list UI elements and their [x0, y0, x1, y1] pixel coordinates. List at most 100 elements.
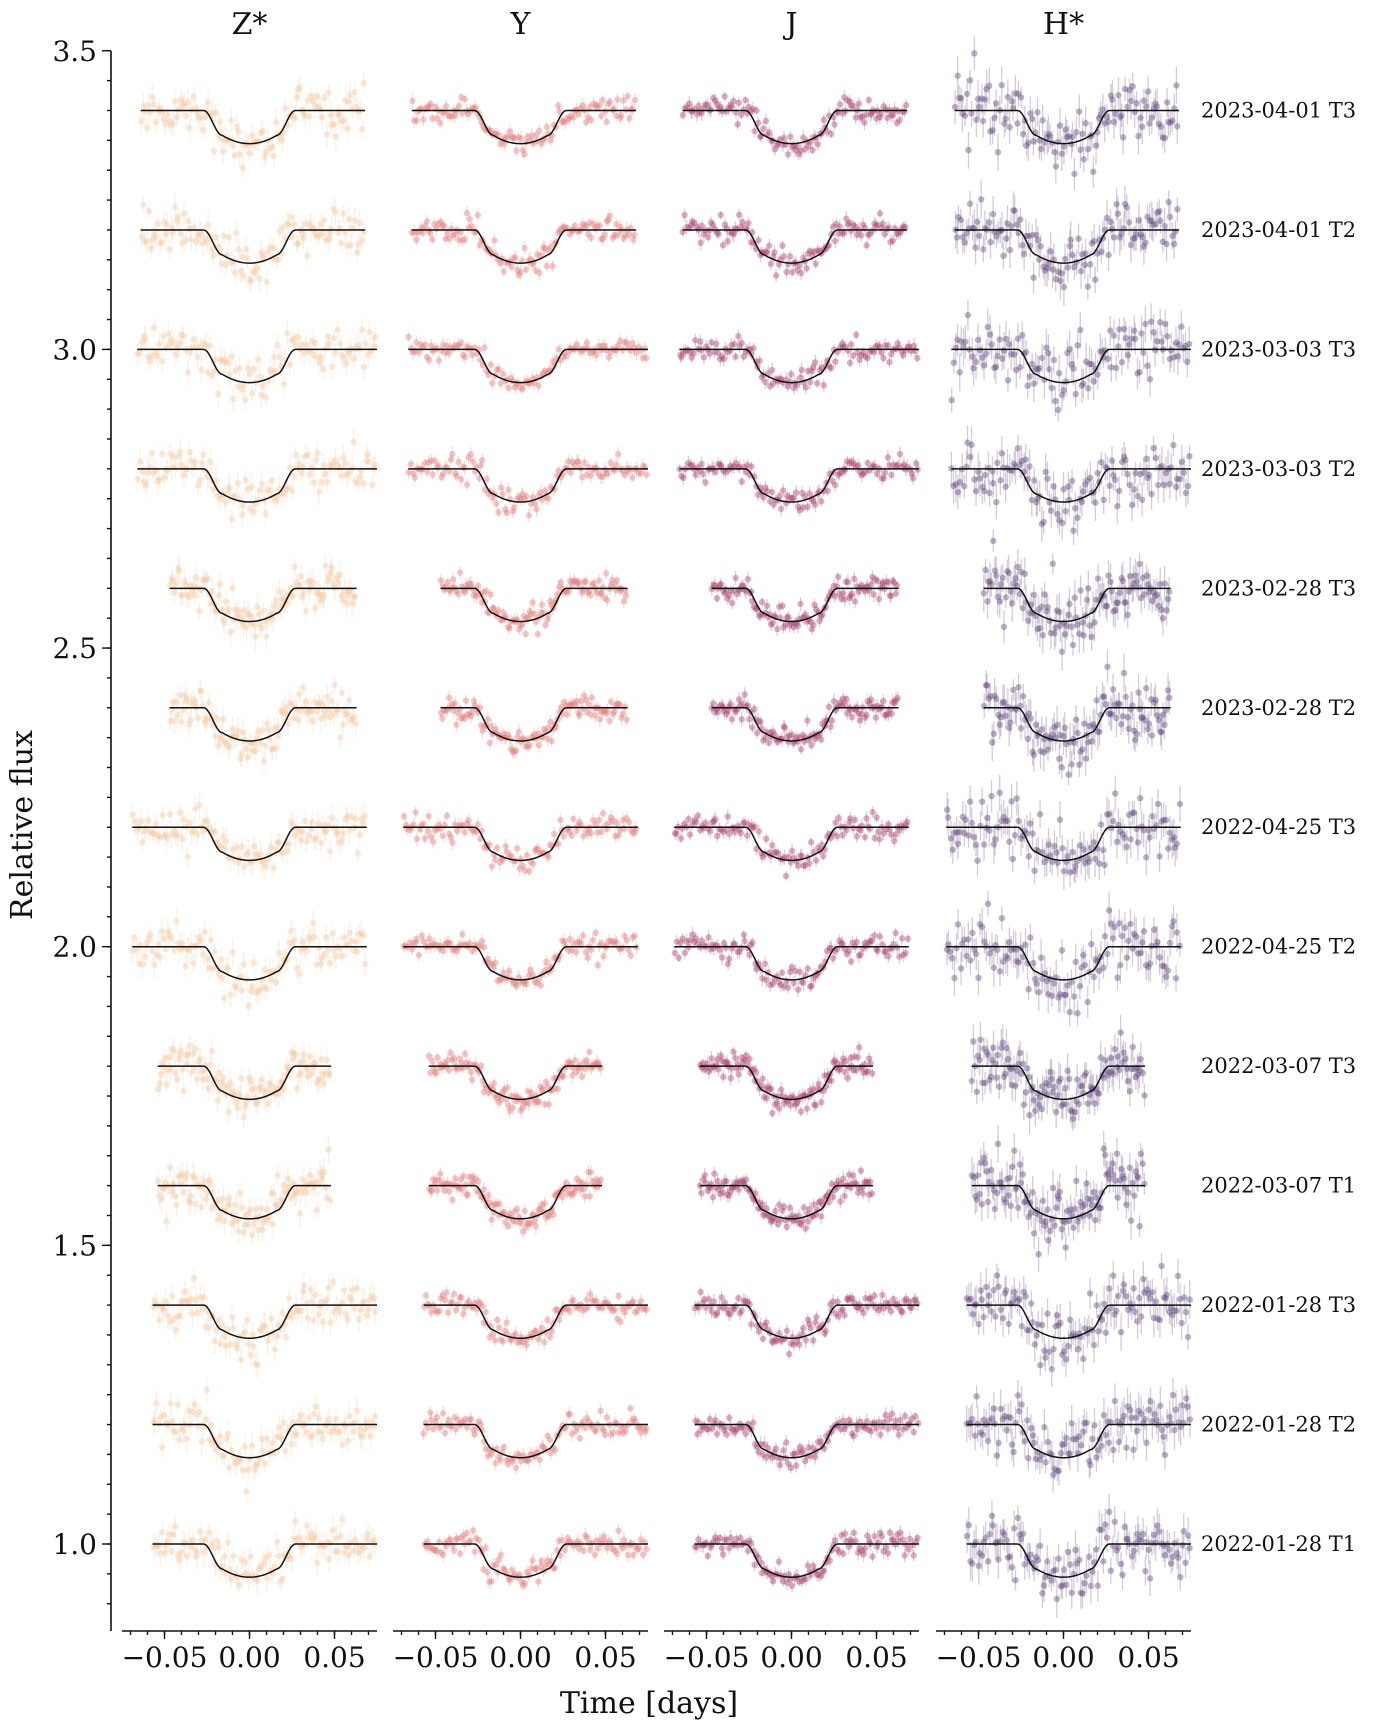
- data-point: [294, 240, 302, 247]
- data-point: [287, 818, 295, 825]
- data-point: [285, 720, 292, 727]
- data-point: [140, 102, 147, 110]
- data-point: [300, 110, 308, 117]
- data-point: [166, 581, 174, 588]
- data-point: [191, 592, 199, 599]
- data-point: [184, 369, 192, 376]
- data-point: [172, 580, 180, 588]
- data-point: [233, 229, 240, 236]
- data-point: [141, 333, 148, 340]
- data-point: [192, 459, 199, 466]
- data-point: [262, 148, 270, 156]
- data-point: [262, 863, 269, 870]
- data-point: [304, 1314, 312, 1322]
- data-point: [327, 1197, 334, 1204]
- data-point: [262, 742, 269, 749]
- data-point: [178, 461, 185, 469]
- data-point: [272, 256, 280, 263]
- data-point: [160, 115, 168, 123]
- data-point: [235, 246, 243, 253]
- data-point: [294, 333, 302, 341]
- data-point: [288, 1555, 295, 1563]
- data-point: [614, 96, 621, 103]
- panel-y: Y −0.05 0.00 0.05: [393, 7, 650, 1674]
- data-point: [196, 801, 203, 809]
- data-point: [169, 229, 177, 236]
- data-point: [318, 478, 325, 486]
- data-point: [196, 934, 203, 941]
- data-point: [263, 720, 271, 727]
- data-point: [372, 1413, 379, 1420]
- data-point: [455, 458, 462, 466]
- data-point: [182, 112, 189, 119]
- data-point: [199, 239, 207, 247]
- data-point: [173, 1202, 180, 1209]
- data-point: [242, 851, 250, 858]
- data-point: [197, 231, 204, 238]
- data-point: [219, 1074, 227, 1081]
- data-point: [218, 606, 225, 613]
- data-point: [570, 815, 577, 823]
- data-point: [350, 1428, 357, 1435]
- data-point: [342, 460, 349, 468]
- data-point: [186, 124, 193, 131]
- data-point: [232, 269, 239, 277]
- data-point: [348, 1296, 355, 1303]
- data-point: [456, 705, 464, 713]
- data-point: [129, 811, 136, 819]
- data-point: [138, 233, 145, 240]
- light-curve-y-6: [400, 805, 640, 877]
- data-point: [535, 741, 543, 749]
- data-point: [146, 828, 154, 835]
- data-point: [513, 845, 521, 852]
- data-point: [232, 493, 239, 500]
- data-point: [247, 987, 254, 995]
- data-point: [278, 136, 286, 144]
- data-point: [242, 396, 249, 404]
- data-point: [309, 337, 316, 345]
- data-point: [624, 92, 631, 100]
- data-point: [317, 960, 324, 967]
- data-point: [413, 835, 421, 843]
- data-point: [218, 1079, 225, 1086]
- data-point: [200, 339, 207, 347]
- data-point: [138, 118, 145, 125]
- data-point: [175, 214, 182, 221]
- data-point: [167, 1400, 174, 1407]
- data-point: [256, 486, 264, 494]
- data-point: [317, 839, 324, 847]
- data-point: [159, 357, 166, 365]
- data-point: [364, 351, 372, 358]
- data-point: [325, 1415, 333, 1423]
- data-point: [166, 1054, 173, 1061]
- transit-model-curve: [137, 348, 377, 384]
- data-point: [197, 937, 204, 944]
- data-point: [297, 707, 304, 715]
- data-point: [340, 117, 347, 124]
- data-point: [169, 1045, 176, 1052]
- data-point: [449, 576, 457, 583]
- transit-model-curve: [169, 707, 357, 742]
- data-point: [188, 587, 196, 595]
- data-point: [175, 564, 182, 572]
- data-point: [244, 365, 252, 372]
- data-point: [204, 99, 212, 106]
- data-point: [565, 588, 572, 595]
- data-point: [510, 504, 518, 511]
- data-point: [296, 582, 303, 589]
- data-point: [328, 122, 335, 129]
- data-point: [274, 724, 281, 731]
- data-point: [563, 711, 571, 718]
- data-point: [312, 339, 319, 347]
- data-point: [328, 814, 335, 822]
- data-point: [233, 843, 240, 850]
- data-point: [158, 1529, 166, 1536]
- data-point: [240, 272, 247, 280]
- data-point: [229, 846, 237, 853]
- data-point: [194, 830, 201, 838]
- x-tick-label: 0.00: [218, 1641, 280, 1674]
- data-point: [330, 580, 337, 587]
- data-point: [244, 753, 252, 761]
- data-point: [296, 827, 303, 834]
- data-point: [298, 1307, 305, 1314]
